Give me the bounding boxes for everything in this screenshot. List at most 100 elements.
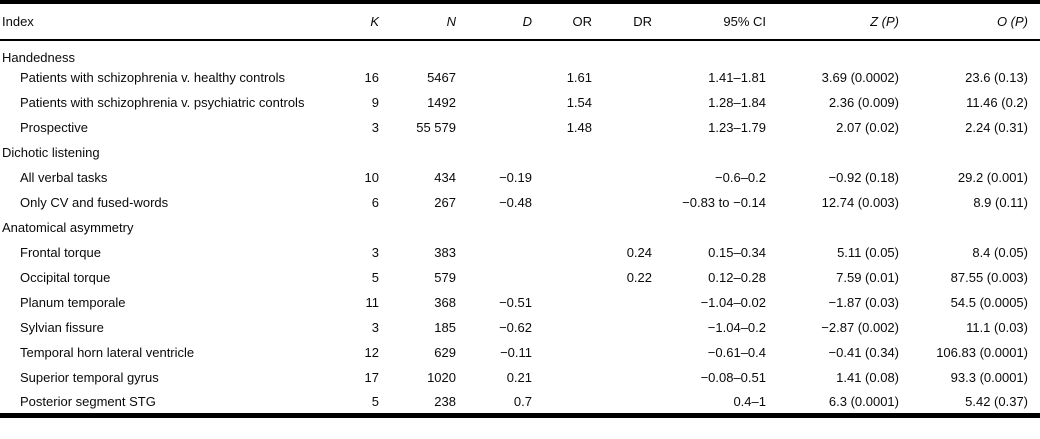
table-cell: 1.41–1.81 [708,70,766,85]
table-cell: 1.54 [566,95,592,110]
column-header-o-p: O (P) [905,2,1040,41]
table-cell [462,90,538,115]
table-cell [538,165,598,190]
column-header-index: Index [0,2,340,41]
table-cell: 11.1 (0.03) [966,320,1028,335]
table-cell: 629 [434,345,456,360]
table-row-occipital-torque: Occipital torque 5 579 0.22 0.12–0.28 7.59 (0… [0,265,1040,290]
table-cell: −0.19 [499,170,532,185]
table-cell: 12.74 (0.003) [821,195,899,210]
table-row-sylvian-fissure: Sylvian fissure 3 185 −0.62 −1.04–0.2 −2.87 (… [0,315,1040,340]
table-cell: 0.24 [626,245,652,260]
table-cell: −0.83 to −0.14 [682,195,766,210]
table-cell [598,290,658,315]
table-cell: 23.6 (0.13) [965,70,1028,85]
section-row-anatomical-asymmetry: Anatomical asymmetry [0,215,1040,240]
table-row-temporal-horn-lateral-ventricle: Temporal horn lateral ventricle 12 629 −0.1… [0,340,1040,365]
table-cell: 8.4 (0.05) [972,245,1028,260]
table-cell: 6.3 (0.0001) [828,393,899,409]
row-label: Planum temporale [20,295,126,310]
table-row-superior-temporal-gyrus: Superior temporal gyrus 17 1020 0.21 −0.08–0… [0,365,1040,390]
table-cell: −0.11 [500,345,532,360]
table-cell: −1.87 (0.03) [828,295,899,310]
table-cell: 7.59 (0.01) [836,270,899,285]
column-header-dr: DR [598,2,658,41]
table-cell: 2.07 (0.02) [836,120,899,135]
table-cell [598,115,658,140]
table-cell [538,390,598,415]
table-cell: 11.46 (0.2) [966,95,1028,110]
table-cell [538,315,598,340]
table-cell [538,240,598,265]
table-cell: 8.9 (0.11) [973,195,1028,210]
row-label: All verbal tasks [20,170,108,185]
table-cell [598,190,658,215]
column-header-d: D [462,2,538,41]
table-cell: 0.4–1 [733,393,766,409]
table-cell: −1.04–0.02 [700,295,766,310]
table-cell: 6 [371,195,379,210]
table-cell [538,265,598,290]
table-row-prospective: Prospective 3 55 579 1.48 1.23–1.79 2.07 (0.0… [0,115,1040,140]
row-label: Only CV and fused-words [20,195,169,210]
table-cell: 1020 [427,370,456,385]
table-cell: 1.61 [566,70,592,85]
table-cell [598,90,658,115]
table-cell: 16 [364,70,379,85]
table-cell: 2.24 (0.31) [965,120,1028,135]
table-cell: 579 [434,270,456,285]
table-cell [462,265,538,290]
table-cell [538,290,598,315]
section-row-handedness: Handedness [0,40,1040,65]
table-cell: 1.23–1.79 [708,120,766,135]
table-row-planum-temporale: Planum temporale 11 368 −0.51 −1.04–0.02 −1.8… [0,290,1040,315]
table-cell: 2.36 (0.009) [828,95,899,110]
table-cell: 54.5 (0.0005) [950,295,1028,310]
table-cell: −0.51 [499,295,532,310]
table-cell: −0.62 [499,320,532,335]
column-header-k: K [340,2,385,41]
table-cell: 0.7 [513,393,532,409]
table-cell [462,115,538,140]
table-cell: 368 [434,295,456,310]
table-cell: 238 [434,393,456,409]
row-label: Sylvian fissure [20,320,104,335]
table-cell: 87.55 (0.003) [950,270,1028,285]
table-cell: −0.92 (0.18) [828,170,899,185]
header-row: Index K N D OR DR 95% CI Z (P) O (P) [0,2,1040,41]
table-cell: 5 [371,393,379,409]
column-header-95-ci: 95% CI [658,2,772,41]
row-label: Superior temporal gyrus [20,370,159,385]
table-row-patients-with-schizophrenia-v-psychiatric-controls: Patients with schizophrenia v. psychiatr… [0,90,1040,115]
table-cell: 3 [371,245,379,260]
table-cell: 93.3 (0.0001) [950,370,1028,385]
table-cell: 434 [434,170,456,185]
table-cell: 3 [371,120,379,135]
table-cell: −2.87 (0.002) [821,320,899,335]
section-label: Dichotic listening [2,145,100,160]
section-label: Anatomical asymmetry [2,220,134,235]
table-row-frontal-torque: Frontal torque 3 383 0.24 0.15–0.34 5.11 (0.0… [0,240,1040,265]
table-row-patients-with-schizophrenia-v-healthy-controls: Patients with schizophrenia v. healthy c… [0,65,1040,90]
table-row-all-verbal-tasks: All verbal tasks 10 434 −0.19 −0.6–0.2 −0.92 … [0,165,1040,190]
table-cell: 11 [365,295,380,310]
table-cell: 267 [434,195,456,210]
section-row-dichotic-listening: Dichotic listening [0,140,1040,165]
table-cell: −0.61–0.4 [707,345,766,360]
table-cell: 5.11 (0.05) [837,245,899,260]
table-row-posterior-segment-stg: Posterior segment STG 5 238 0.7 0.4–1 6.3 (0.… [0,390,1040,415]
table-cell: 3.69 (0.0002) [821,70,899,85]
table-cell: 1.28–1.84 [708,95,766,110]
table-cell: 55 579 [416,120,456,135]
table-cell [598,165,658,190]
table-cell: 0.12–0.28 [708,270,766,285]
table-cell: 29.2 (0.001) [957,170,1028,185]
meta-analysis-table: Index K N D OR DR 95% CI Z (P) O (P) Handedness P… [0,0,1040,418]
table-cell: −0.6–0.2 [715,170,766,185]
table-row-only-cv-and-fused-words: Only CV and fused-words 6 267 −0.48 −0.83 to… [0,190,1040,215]
table-cell: 10 [364,170,379,185]
table-cell [598,390,658,415]
table-cell: 106.83 (0.0001) [936,345,1028,360]
table-cell: 9 [371,95,379,110]
